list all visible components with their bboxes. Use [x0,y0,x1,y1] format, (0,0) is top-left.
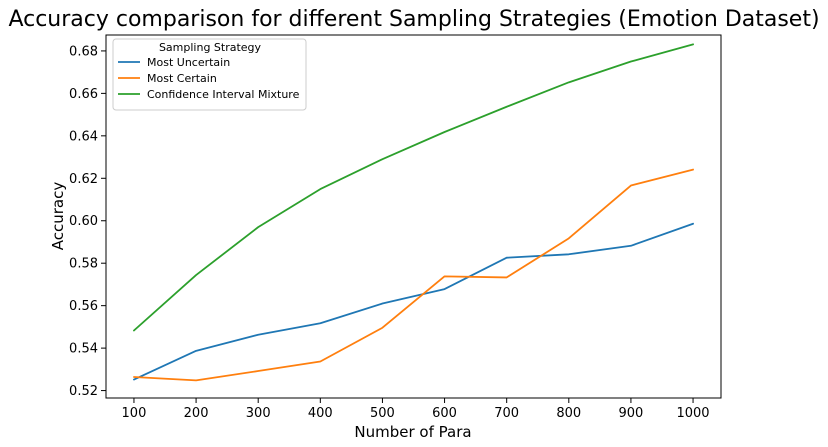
x-tick-label: 1000 [676,406,709,421]
x-tick-label: 800 [556,406,581,421]
chart-title: Accuracy comparison for different Sampli… [8,7,819,32]
y-tick-label: 0.54 [69,342,98,357]
y-axis-ticks: 0.52 0.54 0.56 0.58 0.60 0.62 0.64 0.66 0.68 [69,44,106,399]
x-tick-label: 100 [122,406,147,421]
legend-label-0: Most Uncertain [147,56,230,69]
x-tick-label: 300 [246,406,271,421]
axes-layer [105,34,722,399]
y-tick-label: 0.66 [69,87,98,102]
legend-box [112,38,307,111]
y-tick-label: 0.62 [69,172,98,187]
series-layer [133,43,694,382]
series-line-0 [133,222,694,381]
legend-title: Sampling Strategy [159,41,262,54]
series-line-2 [133,43,694,332]
legend-items: Most Uncertain Most Certain Confidence Int… [118,56,300,101]
x-axis-ticks: 100 200 300 400 500 600 700 800 900 1000 [122,398,710,421]
legend: Sampling Strategy Most Uncertain Most Cer… [112,38,307,111]
y-tick-label: 0.68 [69,44,98,59]
x-tick-label: 700 [494,406,519,421]
legend-label-2: Confidence Interval Mixture [147,88,300,101]
x-tick-label: 500 [370,406,395,421]
y-tick-label: 0.60 [69,214,98,229]
y-tick-label: 0.58 [69,257,98,272]
x-axis-label: Number of Para [354,423,471,441]
y-tick-label: 0.56 [69,299,98,314]
x-tick-label: 400 [308,406,333,421]
y-axis-label: Accuracy [49,182,67,251]
series-line-1 [133,168,694,382]
y-tick-label: 0.52 [69,384,98,399]
y-tick-label: 0.64 [69,129,98,144]
x-tick-label: 200 [184,406,209,421]
x-tick-label: 600 [432,406,457,421]
x-tick-label: 900 [619,406,644,421]
legend-label-1: Most Certain [147,72,217,85]
plot-frame [105,34,722,399]
